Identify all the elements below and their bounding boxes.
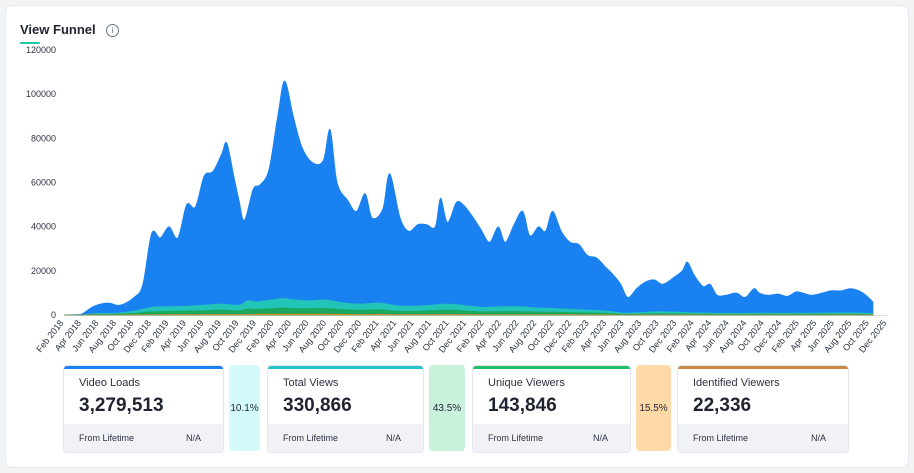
card-accent-bar xyxy=(473,366,630,369)
card-period: From Lifetime xyxy=(693,433,749,443)
card-footer: From Lifetime N/A xyxy=(678,424,848,452)
card-label: Identified Viewers xyxy=(693,377,780,389)
card-accent-bar xyxy=(268,366,423,369)
card-accent-bar xyxy=(64,366,223,369)
card-change: N/A xyxy=(592,433,608,443)
conversion-rate-2: 43.5% xyxy=(429,365,465,451)
y-tick-label: 40000 xyxy=(31,222,56,232)
card-value: 330,866 xyxy=(283,395,352,416)
unique-viewers-area xyxy=(64,307,874,316)
card-value: 3,279,513 xyxy=(79,395,164,416)
identified-viewers-area xyxy=(64,313,874,316)
card-value: 22,336 xyxy=(693,395,752,416)
conversion-rate-1: 10.1% xyxy=(229,365,260,451)
card-change: N/A xyxy=(810,433,826,443)
info-icon[interactable]: i xyxy=(106,24,119,37)
conversion-rate-value: 10.1% xyxy=(230,402,259,414)
card-period: From Lifetime xyxy=(283,433,339,443)
y-tick-label: 80000 xyxy=(31,133,56,143)
video-loads-card[interactable]: Video Loads 3,279,513 From Lifetime N/A xyxy=(63,365,224,453)
card-footer: From Lifetime N/A xyxy=(64,424,223,452)
widget-title: View Funnel xyxy=(20,22,96,37)
card-value: 143,846 xyxy=(488,395,557,416)
card-footer: From Lifetime N/A xyxy=(473,424,630,452)
card-footer: From Lifetime N/A xyxy=(268,424,423,452)
y-tick-label: 60000 xyxy=(31,178,56,188)
card-change: N/A xyxy=(185,433,201,443)
conversion-rate-value: 15.5% xyxy=(639,402,668,414)
card-label: Unique Viewers xyxy=(488,377,565,389)
chart-areas xyxy=(63,80,874,316)
y-tick-label: 0 xyxy=(51,310,56,320)
area-chart: 0 20000 40000 60000 80000 100000 120000 Feb 20… xyxy=(26,45,889,355)
y-axis: 0 20000 40000 60000 80000 100000 120000 xyxy=(26,45,56,320)
card-period: From Lifetime xyxy=(79,433,135,443)
card-label: Total Views xyxy=(283,377,339,389)
unique-viewers-card[interactable]: Unique Viewers 143,846 From Lifetime N/A xyxy=(472,365,631,453)
title-underline xyxy=(20,42,40,44)
total-views-card[interactable]: Total Views 330,866 From Lifetime N/A xyxy=(267,365,424,453)
conversion-rate-value: 43.5% xyxy=(432,402,462,414)
card-period: From Lifetime xyxy=(488,433,544,443)
y-tick-label: 120000 xyxy=(26,45,56,55)
card-label: Video Loads xyxy=(79,377,140,389)
conversion-rate-3: 15.5% xyxy=(636,365,671,451)
identified-viewers-card[interactable]: Identified Viewers 22,336 From Lifetime … xyxy=(677,365,849,453)
y-tick-label: 20000 xyxy=(31,266,56,276)
card-change: N/A xyxy=(385,433,401,443)
video-loads-area xyxy=(63,80,874,316)
y-tick-label: 100000 xyxy=(26,89,56,99)
card-accent-bar xyxy=(678,366,848,369)
